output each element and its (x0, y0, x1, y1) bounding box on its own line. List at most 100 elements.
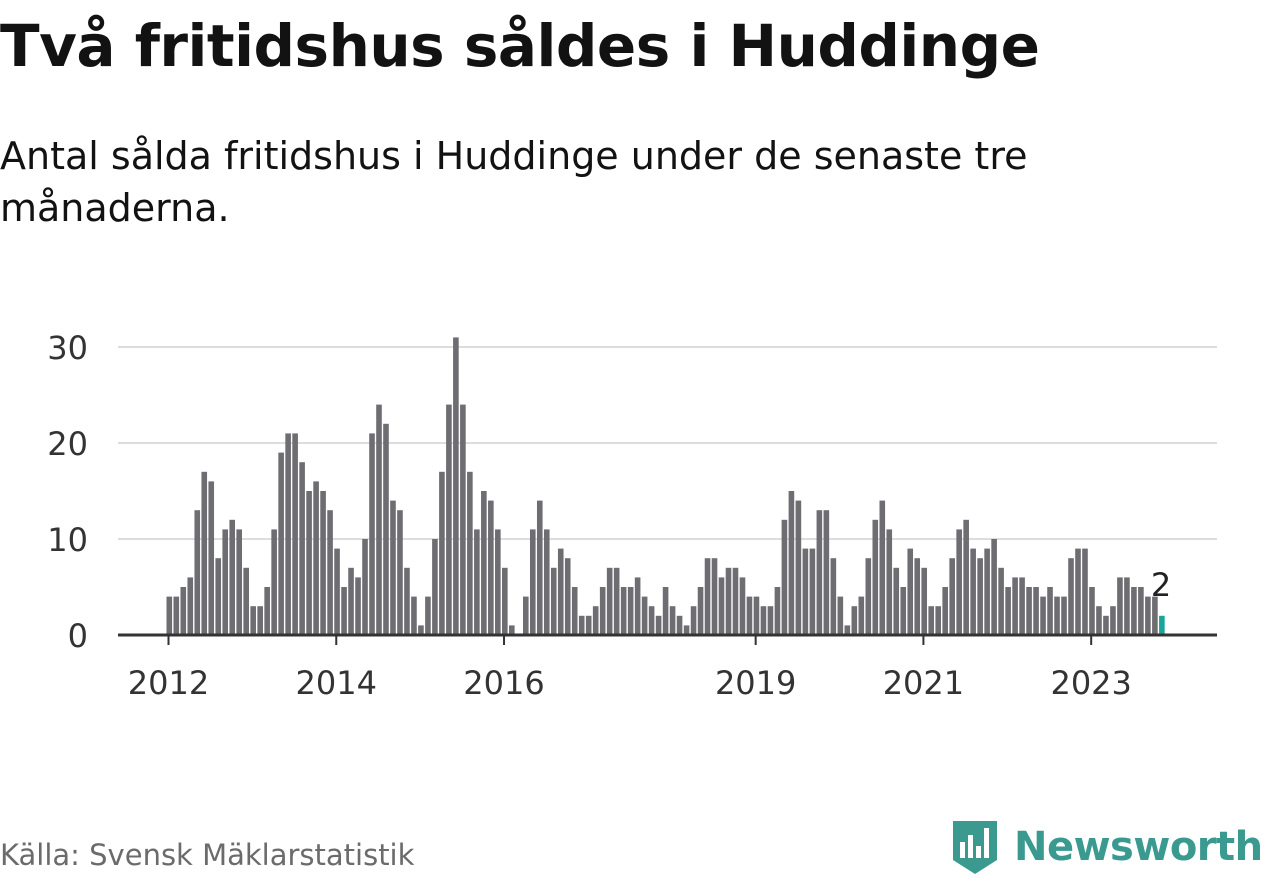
bar (914, 558, 921, 635)
bar (774, 587, 781, 635)
bar (865, 558, 872, 635)
bar (376, 404, 382, 635)
bar (970, 548, 976, 635)
bar (1075, 548, 1081, 635)
bar (446, 404, 452, 635)
bar (599, 587, 606, 635)
bar (285, 433, 291, 635)
bar (509, 625, 515, 635)
bar (620, 587, 627, 635)
y-tick-label: 0 (68, 617, 88, 655)
bar (858, 596, 865, 635)
bar (648, 606, 655, 635)
bar (1054, 596, 1060, 635)
bar (928, 606, 935, 635)
bar (278, 452, 284, 635)
y-axis-ticks: 0 10 20 30 (47, 329, 88, 655)
x-tick-label: 2023 (1050, 664, 1131, 702)
bar (383, 423, 389, 635)
bar (543, 529, 550, 635)
bar (613, 567, 620, 635)
bar (977, 558, 983, 635)
bar (949, 558, 955, 635)
bar (425, 596, 431, 635)
bar (495, 529, 501, 635)
bar (1040, 596, 1046, 635)
bar (502, 567, 508, 635)
bar (1110, 606, 1116, 635)
bar (886, 529, 893, 635)
bar (935, 606, 941, 635)
bar (222, 529, 229, 635)
bar (592, 606, 599, 635)
y-tick-label: 20 (47, 425, 88, 463)
bar (725, 567, 732, 635)
bar (208, 481, 215, 635)
bar (872, 519, 879, 635)
bar (669, 606, 676, 635)
bar (746, 596, 753, 635)
bar (1103, 615, 1109, 635)
bar (851, 606, 858, 635)
bar (201, 471, 208, 635)
bar (942, 587, 948, 635)
bar (250, 606, 256, 635)
bar (578, 615, 585, 635)
bar (362, 539, 368, 635)
bar (844, 625, 851, 635)
bar (1019, 577, 1025, 635)
bar (816, 510, 823, 635)
x-tick-label: 2016 (463, 664, 544, 702)
last-value-label: 2 (1151, 566, 1171, 604)
bar (257, 606, 263, 635)
bar (998, 567, 1004, 635)
bar (529, 529, 536, 635)
bar (313, 481, 319, 635)
bar (585, 615, 592, 635)
chart-subtitle: Antal sålda fritidshus i Huddinge under … (0, 134, 1028, 230)
bar (963, 519, 969, 635)
y-tick-label: 10 (47, 521, 88, 559)
bar (907, 548, 914, 635)
x-tick-label: 2014 (296, 664, 377, 702)
bar (536, 500, 543, 635)
newsworthy-logo-icon (953, 821, 997, 874)
bar (655, 615, 662, 635)
bar (557, 548, 564, 635)
bar (1082, 548, 1088, 635)
bar (264, 587, 270, 635)
bar (879, 500, 886, 635)
bar (760, 606, 767, 635)
bar (711, 558, 718, 635)
bar (802, 548, 809, 635)
bar (893, 567, 900, 635)
bar-chart: 0 10 20 30 2012 2014 2016 2019 2021 2023 2 (47, 329, 1217, 702)
bar (306, 491, 312, 635)
bar (781, 519, 788, 635)
bar (767, 606, 774, 635)
brand-logo[interactable]: Newsworthy (950, 818, 1262, 876)
bar (341, 587, 347, 635)
bar (690, 606, 697, 635)
bar (166, 596, 173, 635)
bar (676, 615, 683, 635)
bar (292, 433, 298, 635)
bar (571, 587, 578, 635)
bar (900, 587, 907, 635)
bar (788, 491, 795, 635)
bar (243, 567, 249, 635)
bar (704, 558, 711, 635)
bar (173, 596, 180, 635)
bar (641, 596, 648, 635)
y-tick-label: 30 (47, 329, 88, 367)
bar (474, 529, 480, 635)
bar (564, 558, 571, 635)
bar (1159, 615, 1165, 635)
bar (837, 596, 844, 635)
bar (606, 567, 613, 635)
bar (439, 471, 445, 635)
bar (453, 337, 459, 635)
bar (355, 577, 361, 635)
bar (348, 567, 354, 635)
bar (1152, 596, 1158, 635)
